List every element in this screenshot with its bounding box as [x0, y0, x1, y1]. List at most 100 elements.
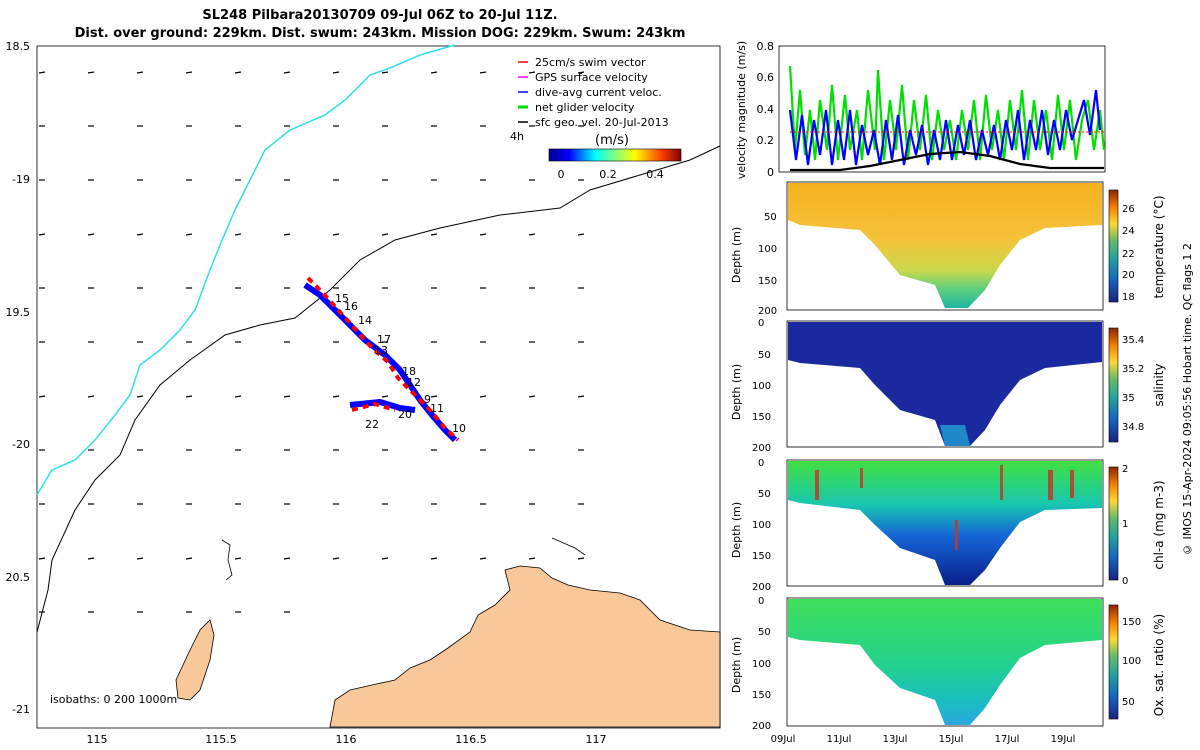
map-legend: 25cm/s swim vector GPS surface velocity … — [510, 56, 682, 181]
vector-arrow — [283, 71, 291, 74]
depth-tick: 200 — [758, 306, 777, 317]
cbar-tick: 34.8 — [1122, 422, 1144, 433]
track-day-labels: 15 16 14 17 13 18 12 9 11 20 22 10 — [335, 292, 466, 435]
depth-tick: 100 — [752, 659, 771, 670]
vector-arrow — [479, 233, 487, 236]
footer-credit: © IMOS 15-Apr-2024 09:05:56 Hobart time.… — [1181, 243, 1194, 557]
vector-arrow — [185, 557, 193, 560]
glider-track-swim — [306, 276, 460, 442]
cbar-tick: 26 — [1122, 204, 1135, 215]
colorbar-tick: 0.2 — [599, 168, 617, 181]
temp-section — [788, 183, 1102, 308]
vector-arrow — [332, 395, 340, 398]
vector-arrow — [136, 557, 144, 560]
vector-arrow — [38, 395, 46, 398]
vector-arrow — [528, 557, 536, 560]
vector-arrow — [87, 71, 95, 74]
geo-velocity-line — [790, 150, 1104, 172]
map-panel: 115 115.5 116 116.5 117 18.5 -19 19.5 -2… — [6, 40, 721, 746]
isobaths-label: isobaths: 0 200 1000m — [50, 693, 177, 706]
legend-label: net glider velocity — [535, 101, 635, 114]
lon-tick-label: 115.5 — [205, 733, 237, 746]
cbar-tick: 35 — [1122, 393, 1135, 404]
vector-arrow — [577, 71, 585, 74]
vector-arrow — [430, 71, 438, 74]
ox-colorbar — [1108, 604, 1119, 720]
vector-arrow — [136, 395, 144, 398]
vector-arrow — [332, 71, 340, 74]
geostrophic-vectors — [38, 71, 585, 613]
day-label: 12 — [407, 376, 421, 389]
cbar-tick: 50 — [1122, 697, 1135, 708]
chla-panel: 0 50 100 150 200 Depth (m) 2 1 0 chl-a (… — [730, 458, 1166, 593]
chl-section — [788, 461, 1102, 585]
vector-arrow — [283, 557, 291, 560]
vector-arrow — [528, 395, 536, 398]
legend-label: dive-avg current veloc. — [535, 86, 662, 99]
sal-clabel: salinity — [1152, 363, 1166, 406]
vector-arrow — [430, 395, 438, 398]
depth-tick: 150 — [752, 690, 771, 701]
day-label: 15 — [335, 292, 349, 305]
map-lon-ticks: 115 115.5 116 116.5 117 — [87, 733, 607, 746]
vector-arrow — [87, 395, 95, 398]
vector-arrow — [381, 233, 389, 236]
colorbar-unit: (m/s) — [595, 133, 629, 148]
vector-arrow — [136, 71, 144, 74]
sal-colorbar — [1108, 327, 1119, 443]
vector-arrow — [332, 557, 340, 560]
depth-tick: 50 — [758, 489, 771, 500]
vector-arrow — [136, 233, 144, 236]
depth-tick: 150 — [758, 276, 777, 287]
lat-tick-label: -20 — [12, 438, 30, 451]
vector-arrow — [479, 71, 487, 74]
day-label: 17 — [377, 333, 391, 346]
day-label: 14 — [358, 314, 372, 327]
sal-ylabel: Depth (m) — [730, 364, 743, 420]
vector-arrow — [234, 71, 242, 74]
time-tick: 11Jul — [827, 734, 852, 745]
depth-tick: 200 — [752, 582, 771, 593]
vel-tick: 0.8 — [757, 40, 775, 53]
lat-tick-label: 20.5 — [6, 571, 31, 584]
net-velocity-line — [788, 65, 1106, 161]
vector-arrow — [283, 233, 291, 236]
day-label: 22 — [365, 418, 379, 431]
day-label: 20 — [398, 408, 412, 421]
vector-arrow — [87, 233, 95, 236]
time-tick: 19Jul — [1051, 734, 1076, 745]
map-lat-ticks: 18.5 -19 19.5 -20 20.5 -21 — [6, 40, 31, 716]
vector-arrow — [38, 557, 46, 560]
vector-arrow — [479, 557, 487, 560]
vector-arrow — [283, 395, 291, 398]
speed-colorbar — [548, 148, 682, 162]
depth-tick: 0 — [758, 596, 764, 607]
cbar-tick: 24 — [1122, 226, 1135, 237]
depth-tick: 50 — [758, 350, 771, 361]
vector-arrow — [479, 395, 487, 398]
time-tick: 13Jul — [883, 734, 908, 745]
depth-tick: 150 — [752, 412, 771, 423]
temp-colorbar — [1108, 189, 1119, 303]
island-small — [221, 537, 586, 581]
day-label: 10 — [452, 422, 466, 435]
day-label: 11 — [430, 402, 444, 415]
time-axis-ticks: 09Jul 11Jul 13Jul 15Jul 17Jul 19Jul — [771, 734, 1076, 745]
ox-ylabel: Depth (m) — [730, 637, 743, 693]
chl-colorbar — [1108, 466, 1119, 581]
lon-tick-label: 117 — [586, 733, 607, 746]
vector-arrow — [185, 395, 193, 398]
time-tick: 09Jul — [771, 734, 796, 745]
isobath-1000 — [36, 44, 456, 496]
chart-subtitle: Dist. over ground: 229km. Dist. swum: 24… — [74, 26, 686, 41]
vector-arrow — [381, 395, 389, 398]
chl-ylabel: Depth (m) — [730, 502, 743, 558]
depth-tick: 100 — [752, 520, 771, 531]
sal-section — [788, 322, 1102, 446]
current-velocity-line — [788, 89, 1102, 166]
cbar-tick: 20 — [1122, 270, 1135, 281]
vel-tick: 0.4 — [757, 103, 775, 116]
colorbar-tick: 0 — [558, 168, 565, 181]
chl-clabel: chl-a (mg m-3) — [1152, 480, 1166, 569]
